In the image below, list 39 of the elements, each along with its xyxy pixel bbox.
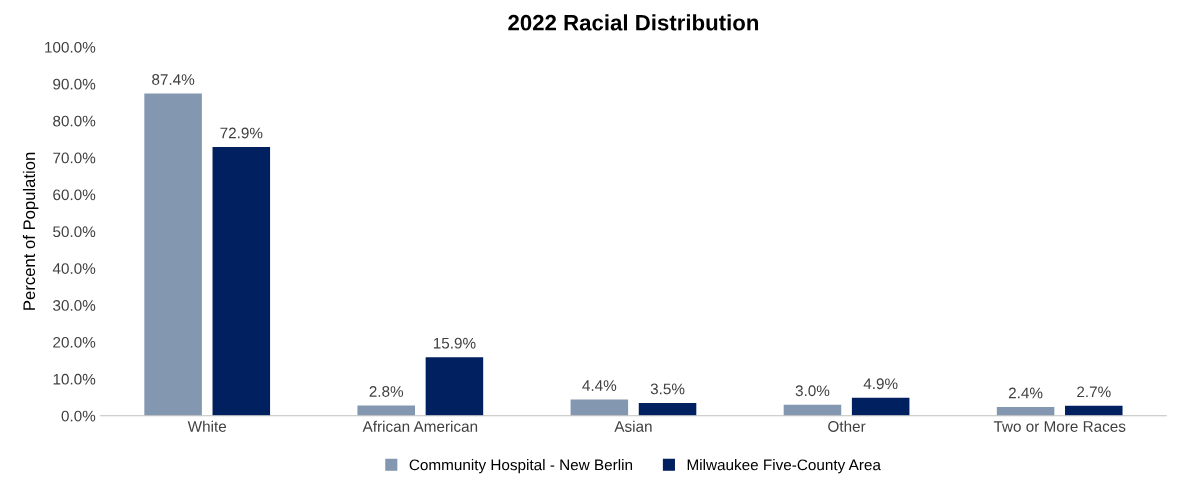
y-tick-label: 50.0%	[53, 226, 96, 238]
bar	[144, 93, 202, 416]
bar	[212, 146, 271, 416]
data-label: 3.0%	[795, 385, 830, 397]
y-tick-label: 40.0%	[52, 263, 96, 274]
data-label: 3.5%	[650, 383, 685, 395]
bar	[570, 399, 629, 416]
bar	[1065, 405, 1123, 416]
x-tick-label: Two or More Races	[993, 421, 1126, 432]
bar	[851, 397, 910, 416]
y-tick-label: 30.0%	[53, 300, 96, 311]
bar	[996, 406, 1055, 416]
data-label: 2.8%	[369, 386, 404, 397]
y-tick-label: 10.0%	[53, 373, 96, 385]
y-tick-label: 0.0%	[61, 410, 96, 422]
y-tick-label: 80.0%	[53, 115, 96, 127]
y-tick-label: 70.0%	[53, 152, 96, 164]
data-label: 72.9%	[220, 127, 263, 139]
data-label: 4.4%	[582, 380, 617, 391]
y-axis-title: Percent of Population	[22, 152, 39, 310]
data-label: 4.9%	[863, 378, 898, 390]
y-tick-label: 20.0%	[53, 336, 96, 348]
x-tick-label: African American	[362, 420, 478, 432]
y-tick-label: 60.0%	[53, 189, 96, 201]
bar	[425, 357, 484, 416]
y-tick-label: 90.0%	[53, 78, 96, 90]
bar	[638, 402, 697, 416]
legend-label: Community Hospital - New Berlin	[409, 459, 633, 474]
data-label: 87.4%	[152, 74, 195, 85]
chart-title: 2022 Racial Distribution	[508, 14, 759, 31]
legend-label: Milwaukee Five-County Area	[687, 459, 881, 474]
x-tick-label: Other	[828, 420, 866, 432]
bar	[357, 405, 415, 416]
data-label: 2.4%	[1008, 387, 1043, 399]
x-tick-label: White	[187, 420, 227, 432]
x-tick-label: Asian	[614, 420, 652, 432]
data-label: 2.7%	[1077, 386, 1111, 398]
data-label: 15.9%	[433, 337, 476, 349]
y-tick-label: 100.0%	[45, 41, 96, 53]
